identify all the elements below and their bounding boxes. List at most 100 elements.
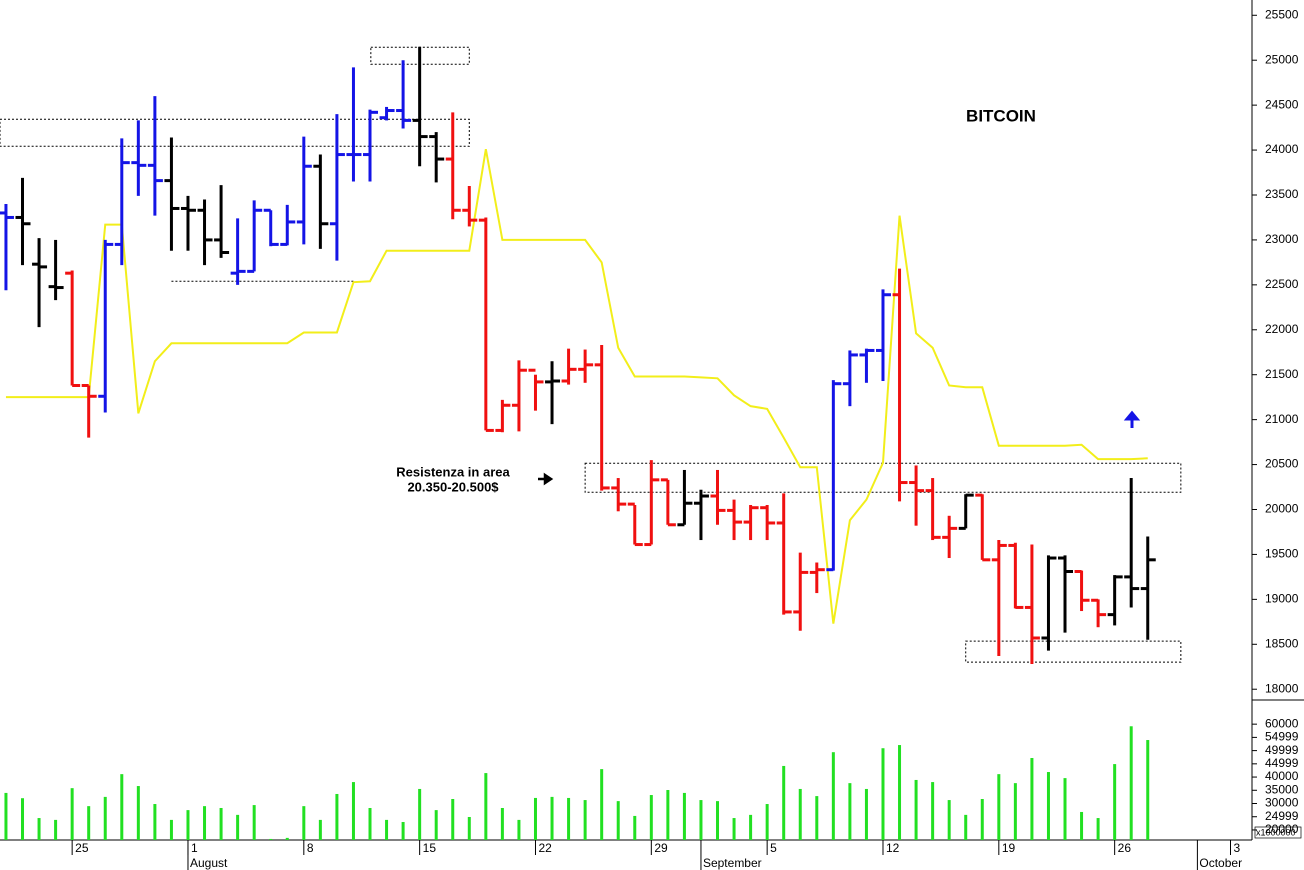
zone-box (965, 640, 1182, 663)
up-arrow (1123, 410, 1141, 428)
x-tick-label: 15 (423, 841, 437, 855)
volume-bar (616, 801, 620, 840)
volume-bar (203, 806, 207, 840)
volume-bar (898, 745, 902, 840)
volume-bar (848, 783, 852, 840)
volume-bar (1129, 726, 1133, 840)
y-tick-label: 21000 (1265, 412, 1299, 426)
y2-tick-label: 54999 (1265, 730, 1299, 744)
volume-bar (87, 806, 91, 840)
volume-bar (997, 774, 1001, 840)
y-tick-label: 18500 (1265, 636, 1299, 650)
y-tick-label: 19500 (1265, 547, 1299, 561)
y-tick-label: 20000 (1265, 502, 1299, 516)
month-label: September (703, 856, 762, 870)
volume-bar (1096, 818, 1100, 840)
volume-bar (831, 752, 835, 840)
volume-bar (120, 774, 124, 840)
volume-bar (418, 788, 422, 840)
y2-tick-label: 40000 (1265, 769, 1299, 783)
volume-bar (103, 796, 107, 840)
volume-bar (318, 819, 322, 840)
volume-bar (434, 810, 438, 840)
volume-bar (765, 804, 769, 840)
volume-bar (600, 769, 604, 840)
annotation: Resistenza in area (396, 464, 510, 479)
volume-bar (517, 819, 521, 840)
y2-tick-label: 44999 (1265, 756, 1299, 770)
volume-bar (269, 838, 273, 840)
y-tick-label: 22500 (1265, 277, 1299, 291)
volume-bar (1013, 783, 1017, 840)
volume-bar (1080, 811, 1084, 840)
volume-bar (964, 814, 968, 840)
y2-tick-label: 24999 (1265, 809, 1299, 823)
x-tick-label: 19 (1002, 841, 1016, 855)
volume-bar (881, 748, 885, 840)
volume-bar (451, 799, 455, 840)
x-tick-label: 29 (654, 841, 668, 855)
volume-bar (467, 816, 471, 840)
y-tick-label: 23500 (1265, 187, 1299, 201)
volume-bar (385, 819, 389, 840)
y2-tick-label: 35000 (1265, 782, 1299, 796)
volume-bar (1063, 778, 1067, 840)
volume-bar (864, 788, 868, 840)
x-tick-label: 22 (538, 841, 552, 855)
chart-title: BITCOIN (966, 106, 1036, 125)
y-tick-label: 25000 (1265, 52, 1299, 66)
volume-bar (54, 819, 58, 840)
volume-bar (716, 801, 720, 840)
volume-bar (699, 800, 703, 840)
y-tick-label: 20500 (1265, 457, 1299, 471)
x-tick-label: 5 (770, 841, 777, 855)
volume-bar (782, 765, 786, 840)
x-tick-label: 26 (1118, 841, 1132, 855)
y-tick-label: 25500 (1265, 7, 1299, 21)
volume-bar (21, 798, 25, 840)
volume-bar (500, 807, 504, 840)
volume-bar (931, 782, 935, 840)
volume-bar (484, 773, 488, 840)
volume-bar (682, 792, 686, 840)
y2-tick-label: 49999 (1265, 743, 1299, 757)
volume-bar (1046, 772, 1050, 840)
volume-bar (1113, 764, 1117, 840)
volume-bar (1030, 758, 1034, 840)
volume-bar (533, 797, 537, 840)
volume-bar (285, 837, 289, 840)
volume-bar (37, 818, 41, 840)
y2-axis-label: x1000000 (1256, 827, 1296, 837)
x-tick-label: 12 (886, 841, 900, 855)
y2-tick-label: 60000 (1265, 716, 1299, 730)
volume-bar (980, 799, 984, 840)
y2-tick-label: 30000 (1265, 796, 1299, 810)
volume-bar (666, 790, 670, 840)
y-tick-label: 21500 (1265, 367, 1299, 381)
volume-bar (583, 800, 587, 840)
volume-bar (335, 793, 339, 840)
overlay-line (5, 148, 1148, 624)
volume-bar (1146, 740, 1150, 840)
volume-bar (252, 805, 256, 840)
month-label: August (190, 856, 228, 870)
volume-bar (153, 804, 157, 840)
annotation: 20.350-20.500$ (407, 479, 499, 494)
y-tick-label: 22000 (1265, 322, 1299, 336)
volume-bar (351, 782, 355, 840)
volume-bar (550, 796, 554, 840)
volume-bar (947, 800, 951, 840)
volume-bar (186, 810, 190, 840)
y-tick-label: 19000 (1265, 592, 1299, 606)
volume-bar (633, 815, 637, 840)
volume-bar (302, 806, 306, 840)
volume-bar (136, 786, 140, 840)
y-tick-label: 23000 (1265, 232, 1299, 246)
x-tick-label: 3 (1233, 841, 1240, 855)
month-label: October (1199, 856, 1242, 870)
x-tick-label: 1 (191, 841, 198, 855)
volume-bar (815, 796, 819, 840)
